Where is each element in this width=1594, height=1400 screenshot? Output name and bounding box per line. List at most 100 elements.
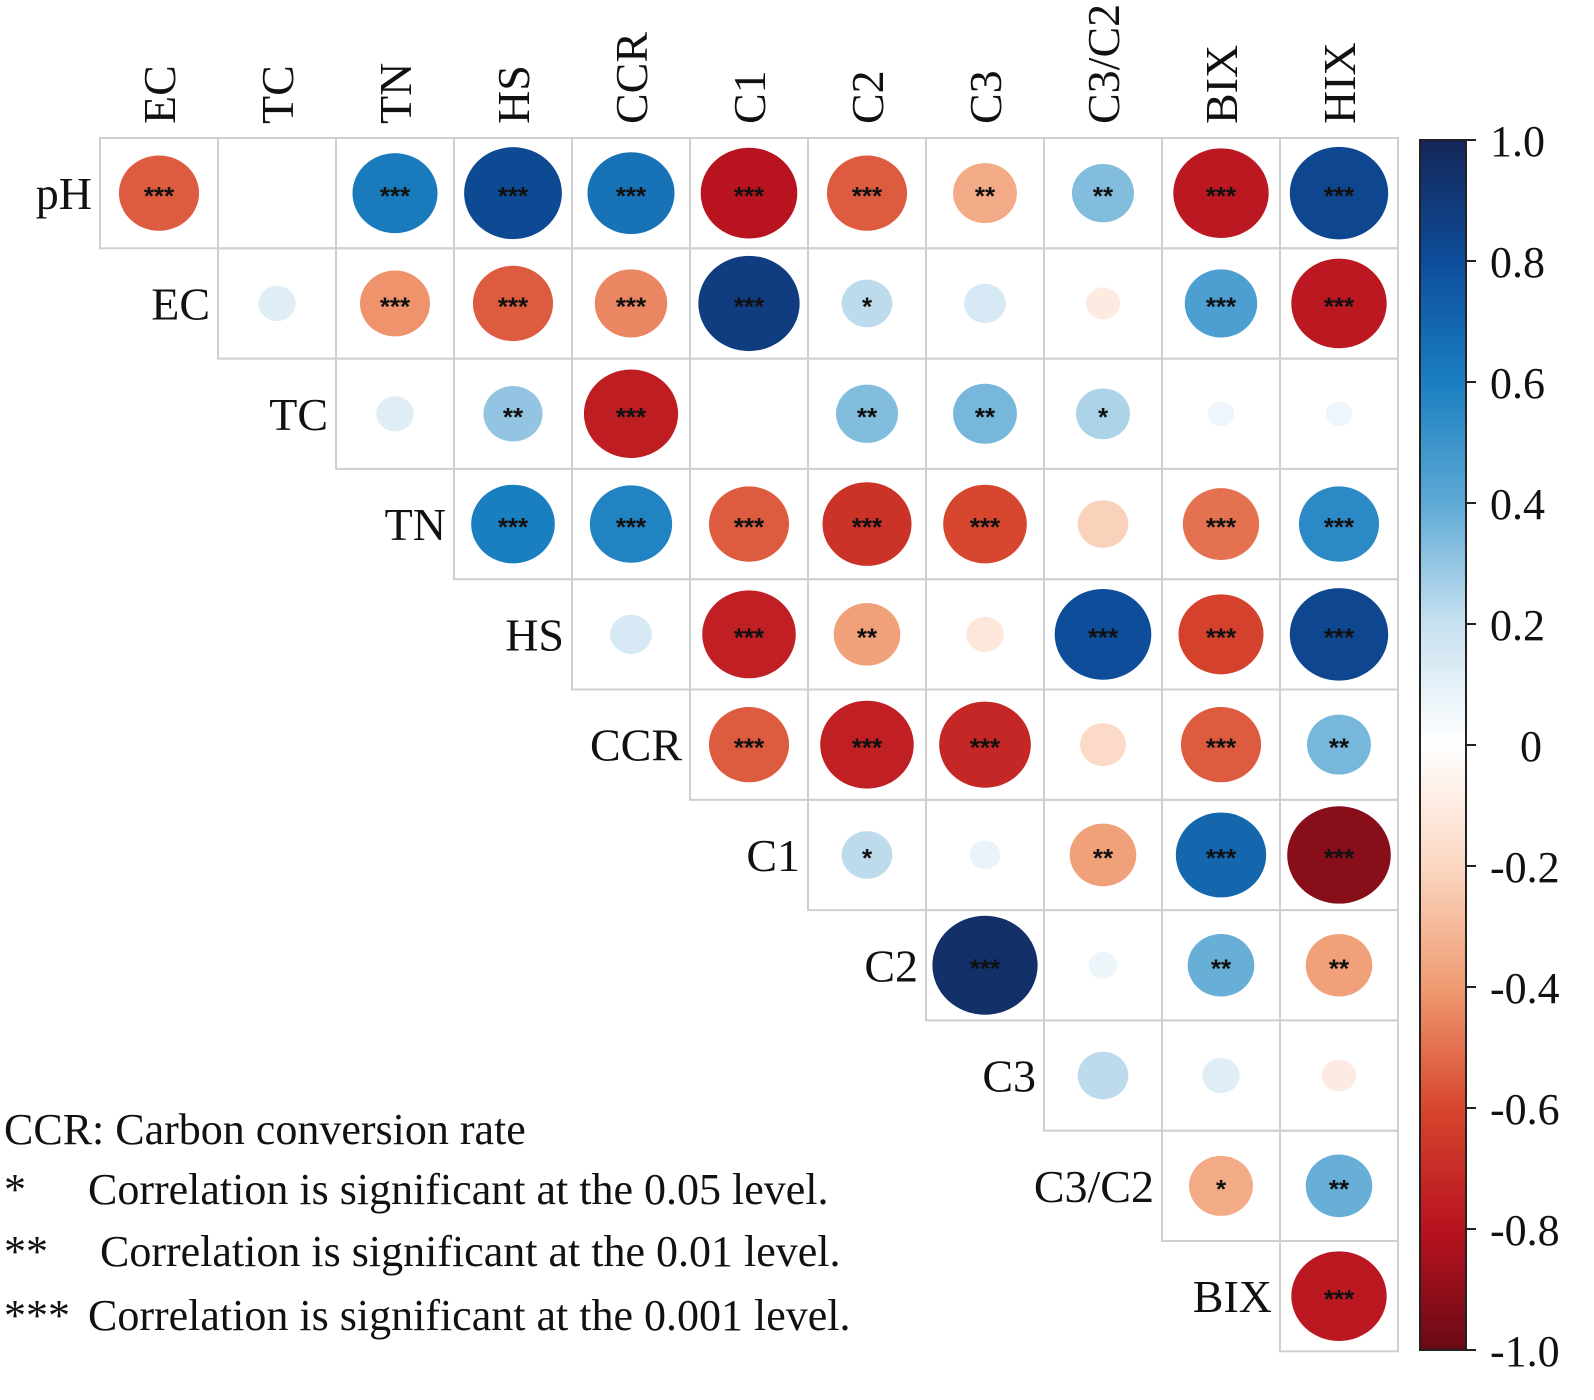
grid-cell <box>689 357 809 470</box>
corr-cell: ** <box>953 383 1017 444</box>
significance-label: ** <box>1093 843 1114 873</box>
corr-cell: * <box>1189 1155 1253 1216</box>
corr-cell: *** <box>939 701 1031 788</box>
note-sig-005: * Correlation is significant at the 0.05 … <box>4 1164 828 1215</box>
significance-label: * <box>862 291 873 321</box>
row-label: C2 <box>864 940 918 991</box>
colorbar-tick-label: 0 <box>1520 722 1542 771</box>
corr-circle <box>376 396 414 432</box>
significance-label: ** <box>857 622 878 652</box>
corr-cell: *** <box>1184 269 1258 338</box>
corr-circle <box>969 840 1001 870</box>
significance-label: *** <box>734 512 765 542</box>
significance-label: ** <box>1329 1174 1350 1204</box>
significance-label: *** <box>616 402 647 432</box>
corr-circle <box>841 279 893 328</box>
column-label: HS <box>488 65 539 124</box>
corr-cell: *** <box>1180 707 1262 783</box>
significance-label: ** <box>503 402 524 432</box>
note-sig-005-symbol: * <box>4 1165 26 1214</box>
corr-circle <box>1077 500 1129 548</box>
corr-cell <box>1077 500 1129 548</box>
correlation-cells: *** *** *** *** *** *** ** ** *** ****** *** *** ***… <box>118 146 1391 1341</box>
corr-circle <box>360 270 430 337</box>
corr-circle <box>966 616 1004 652</box>
corr-circle <box>1287 806 1391 904</box>
colorbar-tick-label: -0.4 <box>1490 964 1560 1013</box>
corr-circle <box>594 269 668 338</box>
corr-circle <box>932 915 1038 1015</box>
corr-cell: ** <box>835 384 899 443</box>
corr-cell: *** <box>1289 588 1389 681</box>
corr-cell: ** <box>953 163 1017 224</box>
corr-cell <box>1088 951 1118 979</box>
corr-circle <box>826 155 908 231</box>
corr-cell: *** <box>1178 594 1264 675</box>
corr-cell <box>1207 401 1235 427</box>
colorbar-tick-label: -1.0 <box>1490 1327 1560 1376</box>
corr-circle <box>1184 269 1258 338</box>
corr-circle <box>841 831 893 879</box>
significance-label: *** <box>734 622 765 652</box>
corr-circle <box>1077 1051 1129 1100</box>
corr-circle <box>1325 401 1353 427</box>
significance-label: *** <box>734 291 765 321</box>
corr-cell <box>1077 1051 1129 1100</box>
grid-lines <box>99 137 1399 1353</box>
corr-cell <box>610 614 652 655</box>
significance-label: *** <box>1206 181 1237 211</box>
note-sig-001-symbol: ** <box>4 1227 48 1276</box>
corr-circle <box>1069 823 1137 887</box>
significance-label: *** <box>616 181 647 211</box>
corr-cell: * <box>841 279 893 328</box>
corr-cell <box>376 396 414 432</box>
corr-circle <box>1178 594 1264 675</box>
corr-cell <box>1325 401 1353 427</box>
significance-label: *** <box>1324 843 1355 873</box>
corr-circle <box>352 153 438 234</box>
corr-cell: *** <box>1298 486 1380 562</box>
column-label: C3 <box>960 70 1011 124</box>
note-sig-001: ** Correlation is significant at the 0.01… <box>4 1226 840 1277</box>
significance-label: *** <box>616 512 647 542</box>
column-label: CCR <box>606 32 657 124</box>
corr-circle <box>1321 1059 1357 1092</box>
significance-label: ** <box>1329 733 1350 763</box>
corr-circle <box>1175 812 1267 898</box>
significance-label: *** <box>852 512 883 542</box>
corr-cell: ** <box>1307 714 1371 775</box>
row-label: EC <box>151 278 210 329</box>
corr-cell: *** <box>118 155 200 231</box>
corr-circle <box>1085 287 1121 320</box>
corr-circle <box>1291 1251 1387 1341</box>
corr-cell: ** <box>833 603 901 666</box>
corr-circle <box>943 484 1027 564</box>
corr-circle <box>698 255 800 352</box>
corr-cell: *** <box>1173 148 1269 238</box>
row-label: C1 <box>746 830 800 881</box>
significance-label: *** <box>1324 622 1355 652</box>
corr-circle <box>939 701 1031 788</box>
row-label: C3/C2 <box>1034 1161 1154 1212</box>
corr-circle <box>1291 258 1387 349</box>
corr-cell: ** <box>483 385 543 442</box>
corr-cell: *** <box>360 270 430 337</box>
colorbar-tick-label: 0.2 <box>1490 601 1545 650</box>
corr-cell: ** <box>1305 933 1373 997</box>
corr-cell: *** <box>471 484 555 564</box>
corr-cell: *** <box>587 152 675 235</box>
corr-circle <box>1289 146 1389 240</box>
significance-label: *** <box>1206 733 1237 763</box>
corr-circle <box>822 482 912 566</box>
corr-cell: *** <box>1291 1251 1387 1341</box>
corr-cell: *** <box>594 269 668 338</box>
corr-cell <box>966 616 1004 652</box>
corr-circle <box>472 265 554 342</box>
significance-label: *** <box>1206 291 1237 321</box>
note-ccr: CCR: Carbon conversion rate <box>4 1105 526 1154</box>
corr-circle <box>1080 723 1126 767</box>
corr-cell: ** <box>1305 1154 1373 1218</box>
corr-cell: ** <box>1071 163 1135 223</box>
note-sig-001-text: Correlation is significant at the 0.01 l… <box>100 1227 841 1276</box>
corr-cell: *** <box>1291 258 1387 349</box>
